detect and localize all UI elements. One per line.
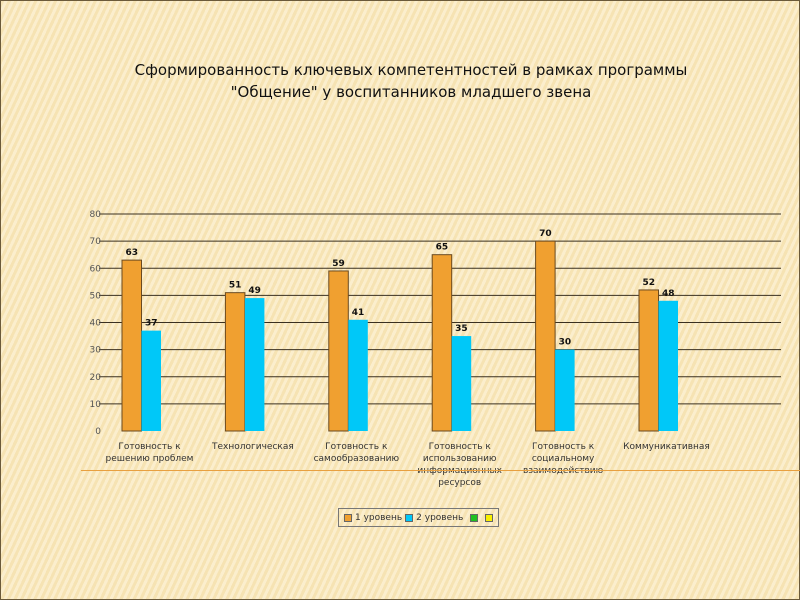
y-tick-label: 20 [90, 373, 102, 383]
x-category-label-line: социальному [531, 454, 595, 464]
x-category-label-line: ресурсов [438, 478, 482, 488]
y-tick-label: 30 [90, 346, 102, 356]
data-label: 70 [539, 229, 552, 239]
data-label: 51 [229, 281, 242, 291]
data-label: 35 [455, 324, 468, 334]
x-category-label-line: самообразованию [313, 454, 400, 464]
bar-2 [141, 330, 161, 431]
x-category-label-line: Коммуникативная [623, 442, 710, 452]
y-tick-label: 80 [90, 210, 102, 220]
data-label: 59 [332, 259, 345, 269]
x-category-label: Технологическая [198, 441, 308, 453]
x-category-label-line: использованию [422, 454, 497, 464]
x-category-label: Готовность к решению проблем [95, 441, 205, 465]
data-label: 48 [662, 289, 675, 299]
data-label: 63 [125, 248, 138, 258]
x-category-label-line: Технологическая [212, 442, 294, 452]
x-category-label-line: информационных [417, 466, 502, 476]
legend-swatch [470, 513, 479, 522]
bar-1 [535, 240, 556, 432]
x-category-label-line: Готовность к [118, 442, 181, 452]
x-category-label-line: решению проблем [105, 454, 194, 464]
bar-1 [328, 270, 349, 432]
chart-title-line-2: "Общение" у воспитанников младшего звена [230, 83, 592, 101]
y-tick-label: 40 [90, 319, 102, 329]
bar-2 [658, 300, 678, 431]
x-category-label-line: Готовность к [531, 442, 595, 452]
y-tick-label: 10 [90, 400, 102, 410]
bar-2 [244, 298, 265, 431]
data-label: 65 [436, 243, 449, 253]
bar-1 [638, 289, 659, 432]
bar-2 [451, 336, 472, 431]
data-label: 30 [559, 338, 572, 348]
legend-swatch [344, 513, 352, 522]
y-tick-label: 70 [90, 237, 102, 247]
data-label: 52 [642, 278, 655, 288]
y-tick-label: 0 [95, 427, 101, 437]
bar-1 [431, 254, 453, 432]
x-category-label: Готовность к использованию информационных р… [405, 441, 515, 489]
x-category-label-line: Готовность к [428, 442, 491, 452]
x-category-label-line: взаимодействию [522, 466, 604, 476]
x-category-label: Коммуникативная [612, 441, 722, 453]
x-category-label: Готовность к самообразованию [301, 441, 411, 465]
bar-1 [121, 259, 142, 432]
chart-title: Сформированность ключевых компетентносте… [91, 59, 731, 103]
x-category-label: Готовность к социальному взаимодействию [508, 441, 618, 477]
legend-swatch [485, 513, 494, 522]
y-tick-label: 60 [90, 264, 102, 274]
legend-label: 2 уровень [416, 512, 464, 523]
data-label: 41 [352, 308, 365, 318]
bar-2 [348, 319, 368, 431]
legend-swatch [405, 513, 414, 522]
chart-title-line-1: Сформированность ключевых компетентносте… [134, 61, 688, 79]
x-category-label-line: Готовность к [325, 442, 388, 452]
data-label: 49 [248, 286, 261, 296]
y-tick-label: 50 [90, 291, 102, 301]
bar-2 [555, 349, 575, 431]
legend-label: 1 уровень [355, 512, 403, 523]
bar-1 [224, 292, 246, 432]
decorative-line [81, 470, 800, 471]
legend: 1 уровень 2 уровень [338, 508, 500, 527]
data-label: 37 [145, 319, 158, 329]
